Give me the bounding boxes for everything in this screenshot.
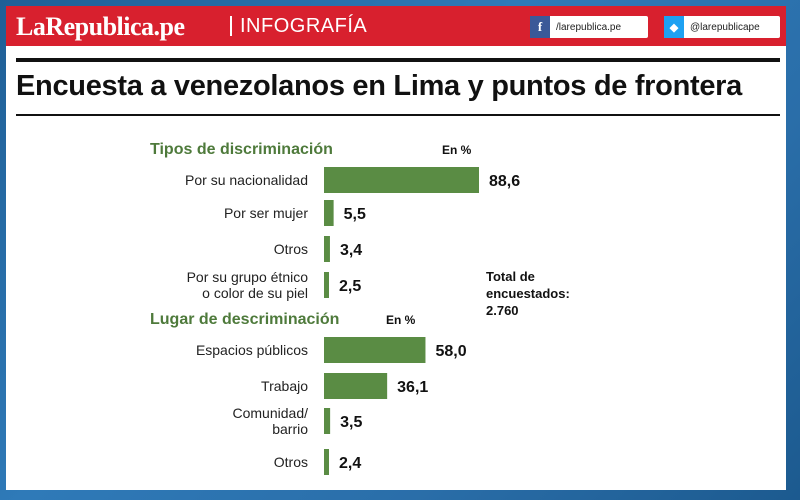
chart-0-bar-3 bbox=[324, 272, 329, 298]
chart-1-unit: En % bbox=[386, 313, 416, 327]
chart-0-category-label-0: Por su nacionalidad bbox=[185, 172, 308, 188]
chart-1-category-label-1: Trabajo bbox=[261, 378, 308, 394]
facebook-handle: /larepublica.pe bbox=[556, 21, 622, 33]
total-label-line2: encuestados: bbox=[486, 286, 570, 301]
chart-1-bar-1 bbox=[324, 373, 388, 399]
chart-0-value-label-0: 88,6 bbox=[489, 173, 520, 190]
header-bar: LaRepublica.pe INFOGRAFÍA f /larepublica… bbox=[6, 6, 786, 46]
chart-1-bar-2 bbox=[324, 408, 331, 434]
twitter-icon: ◆ bbox=[664, 16, 684, 38]
chart-0-bar-0 bbox=[324, 167, 479, 193]
title-rule-bottom bbox=[16, 114, 780, 116]
chart-1-bar-3 bbox=[324, 449, 329, 475]
chart-0-value-label-2: 3,4 bbox=[340, 242, 362, 259]
page-title: Encuesta a venezolanos en Lima y puntos … bbox=[16, 70, 742, 102]
chart-1-value-label-0: 58,0 bbox=[435, 343, 466, 360]
brand-logo[interactable]: LaRepublica.pe bbox=[16, 12, 185, 41]
section-label: INFOGRAFÍA bbox=[240, 15, 368, 37]
infographic-card: LaRepublica.pe INFOGRAFÍA f /larepublica… bbox=[6, 6, 786, 490]
chart-1-value-label-1: 36,1 bbox=[397, 379, 428, 396]
total-respondents: Total de encuestados: 2.760 bbox=[486, 268, 570, 319]
chart-1-category-label-2-line-1: barrio bbox=[272, 421, 308, 437]
chart-0-bar-1 bbox=[324, 200, 334, 226]
chart-0-value-label-1: 5,5 bbox=[344, 206, 366, 223]
title-rule-top bbox=[16, 58, 780, 62]
header-divider bbox=[230, 16, 232, 36]
total-label-line1: Total de bbox=[486, 269, 535, 284]
chart-1-title: Lugar de descriminación bbox=[150, 311, 339, 328]
facebook-link[interactable]: f /larepublica.pe bbox=[530, 16, 648, 38]
chart-1-value-label-2: 3,5 bbox=[340, 414, 362, 431]
chart-0-unit: En % bbox=[442, 143, 472, 157]
total-value: 2.760 bbox=[486, 303, 519, 318]
chart-0-category-label-1: Por ser mujer bbox=[224, 205, 308, 221]
chart-0-value-label-3: 2,5 bbox=[339, 278, 361, 295]
chart-1-category-label-2-line-0: Comunidad/ bbox=[233, 405, 309, 421]
chart-0-category-label-3-line-1: o color de su piel bbox=[202, 285, 308, 301]
twitter-link[interactable]: ◆ @larepublicape bbox=[664, 16, 780, 38]
facebook-icon: f bbox=[530, 16, 550, 38]
chart-0-category-label-3-line-0: Por su grupo étnico bbox=[187, 269, 309, 285]
chart-0-bar-2 bbox=[324, 236, 330, 262]
bar-charts: Tipos de discriminación En % Por su nacion… bbox=[150, 141, 520, 475]
chart-1-category-label-3: Otros bbox=[274, 454, 308, 470]
chart-1-category-label-0: Espacios públicos bbox=[196, 342, 308, 358]
chart-1-bar-0 bbox=[324, 337, 426, 363]
chart-1-value-label-3: 2,4 bbox=[339, 455, 361, 472]
chart-0-title: Tipos de discriminación bbox=[150, 141, 333, 158]
twitter-handle: @larepublicape bbox=[690, 21, 760, 33]
chart-0-category-label-2: Otros bbox=[274, 241, 308, 257]
